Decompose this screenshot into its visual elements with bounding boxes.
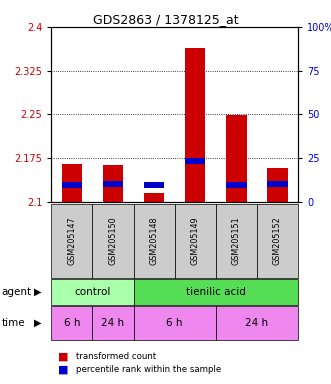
- Bar: [185, 157, 206, 164]
- Text: GSM205152: GSM205152: [273, 217, 282, 265]
- Text: ■: ■: [58, 351, 69, 361]
- Text: control: control: [74, 287, 111, 297]
- Bar: [103, 181, 123, 187]
- Text: transformed count: transformed count: [76, 352, 156, 361]
- Text: GSM205151: GSM205151: [232, 217, 241, 265]
- Text: 6 h: 6 h: [166, 318, 183, 328]
- Text: GDS2863 / 1378125_at: GDS2863 / 1378125_at: [93, 13, 238, 26]
- Bar: [62, 182, 82, 189]
- Text: GSM205149: GSM205149: [191, 217, 200, 265]
- Bar: [144, 193, 164, 202]
- Bar: [103, 165, 123, 202]
- Text: tienilic acid: tienilic acid: [186, 287, 246, 297]
- Text: percentile rank within the sample: percentile rank within the sample: [76, 365, 221, 374]
- Bar: [267, 168, 288, 202]
- Text: GSM205150: GSM205150: [109, 217, 118, 265]
- Bar: [226, 116, 247, 202]
- Text: 24 h: 24 h: [245, 318, 268, 328]
- Bar: [62, 164, 82, 202]
- Text: time: time: [2, 318, 25, 328]
- Text: agent: agent: [2, 287, 32, 297]
- Text: 6 h: 6 h: [64, 318, 80, 328]
- Text: GSM205147: GSM205147: [67, 217, 76, 265]
- Text: ▶: ▶: [34, 318, 42, 328]
- Text: 24 h: 24 h: [101, 318, 124, 328]
- Bar: [185, 48, 206, 202]
- Bar: [144, 182, 164, 189]
- Text: ▶: ▶: [34, 287, 42, 297]
- Bar: [226, 182, 247, 189]
- Text: GSM205148: GSM205148: [150, 217, 159, 265]
- Bar: [267, 181, 288, 187]
- Text: ■: ■: [58, 364, 69, 374]
